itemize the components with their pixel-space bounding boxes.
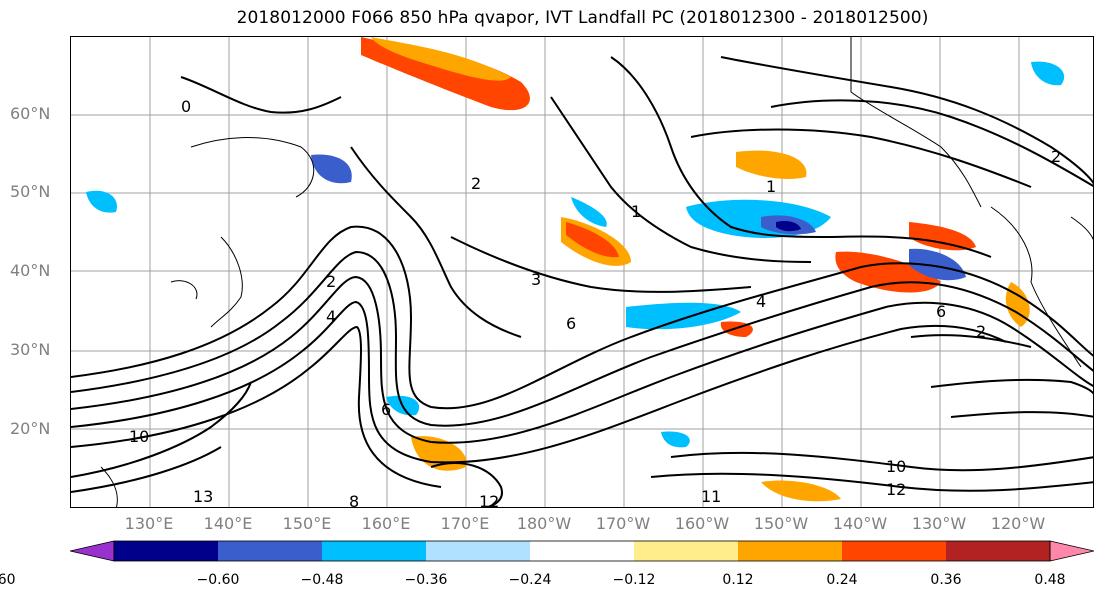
contour-label: 0: [181, 97, 191, 116]
colorbar-extend-low: [70, 540, 115, 562]
contour-label: 2: [976, 322, 986, 341]
longitude-label: 170°W: [595, 514, 651, 533]
colorbar-extend-high: [1049, 540, 1094, 562]
positive-anomaly: [909, 222, 976, 251]
map-svg: 0 1 1 2 2 2 2 3 4 4 6 6 6 8 10 10 11 12 …: [71, 37, 1093, 508]
longitude-label: 180°W: [516, 514, 572, 533]
positive-anomaly: [371, 37, 511, 81]
longitude-label: 160°W: [674, 514, 730, 533]
contour-label: 6: [381, 400, 391, 419]
latitude-label: 40°N: [10, 261, 51, 280]
negative-anomaly: [776, 220, 801, 232]
contour-label: 10: [886, 457, 906, 476]
colorbar-tick-label: −0.12: [612, 572, 656, 588]
colorbar-tick-label: −0.24: [508, 572, 552, 588]
contour-label: 2: [1051, 147, 1061, 166]
positive-anomaly: [1005, 282, 1030, 327]
colorbar-tick-label: 0.60: [0, 572, 16, 588]
latitude-label: 60°N: [10, 104, 51, 123]
longitude-label: 120°W: [990, 514, 1046, 533]
colorbar-segment: [842, 541, 947, 561]
contour-label: 4: [326, 307, 336, 326]
longitude-label: 150°W: [753, 514, 809, 533]
longitude-label: 130°W: [911, 514, 967, 533]
ivt-contours: [71, 56, 1093, 507]
contour-label: 4: [756, 292, 766, 311]
contour-label: 12: [479, 492, 499, 508]
colorbar-segment: [946, 541, 1051, 561]
latitude-label: 30°N: [10, 340, 51, 359]
colorbar-segment: [426, 541, 531, 561]
contour-label: 6: [566, 314, 576, 333]
contour-label: 2: [326, 272, 336, 291]
qvapor-shading: [86, 37, 1065, 502]
longitude-label: 140°W: [832, 514, 888, 533]
colorbar-outline: [113, 540, 1051, 562]
colorbar-segment: [322, 541, 427, 561]
longitude-label: 130°E: [124, 514, 174, 533]
longitude-label: 170°E: [440, 514, 490, 533]
map-panel: 0 1 1 2 2 2 2 3 4 4 6 6 6 8 10 10 11 12 …: [70, 36, 1094, 508]
negative-anomaly: [571, 197, 607, 227]
colorbar-segment: [634, 541, 739, 561]
colorbar-tick-label: 0.24: [826, 572, 858, 588]
contour-label-group: 0 1 1 2 2 2 2 3 4 4 6 6 6 8 10 10 11 12 …: [129, 97, 1061, 508]
contour-label: 2: [471, 174, 481, 193]
contour-label: 8: [349, 492, 359, 508]
latitude-label: 20°N: [10, 419, 51, 438]
colorbar-segment: [114, 541, 219, 561]
contour-label: 12: [886, 480, 906, 499]
longitude-label: 160°E: [361, 514, 411, 533]
negative-anomaly: [1031, 61, 1065, 86]
negative-anomaly: [909, 248, 966, 281]
positive-anomaly: [736, 150, 807, 179]
contour-label: 11: [701, 487, 721, 506]
colorbar-segments: [114, 541, 1051, 561]
contour-label: 10: [129, 427, 149, 446]
contour-label: 6: [936, 302, 946, 321]
colorbar-segment: [738, 541, 843, 561]
colorbar-tick-label: −0.36: [404, 572, 448, 588]
negative-anomaly: [86, 190, 117, 213]
contour-label: 1: [631, 202, 641, 221]
contour-label: 1: [766, 177, 776, 196]
colorbar-segment: [218, 541, 323, 561]
longitude-label: 140°E: [203, 514, 253, 533]
colorbar-tick-label: 0.48: [1034, 572, 1066, 588]
positive-anomaly: [566, 222, 619, 258]
colorbar-tick-label: −0.60: [196, 572, 240, 588]
negative-anomaly: [661, 431, 690, 448]
colorbar-segment: [530, 541, 635, 561]
positive-anomaly: [761, 480, 841, 502]
latitude-label: 50°N: [10, 182, 51, 201]
colorbar-tick-label: 0.36: [930, 572, 962, 588]
colorbar-tick-label: 0.12: [722, 572, 754, 588]
contour-label: 13: [193, 487, 213, 506]
negative-anomaly: [311, 154, 352, 184]
colorbar-tick-label: −0.48: [300, 572, 344, 588]
contour-label: 3: [531, 270, 541, 289]
map-title: 2018012000 F066 850 hPa qvapor, IVT Land…: [236, 8, 929, 28]
colorbar: [70, 540, 1094, 562]
graticule: [71, 37, 1093, 507]
longitude-label: 150°E: [282, 514, 332, 533]
